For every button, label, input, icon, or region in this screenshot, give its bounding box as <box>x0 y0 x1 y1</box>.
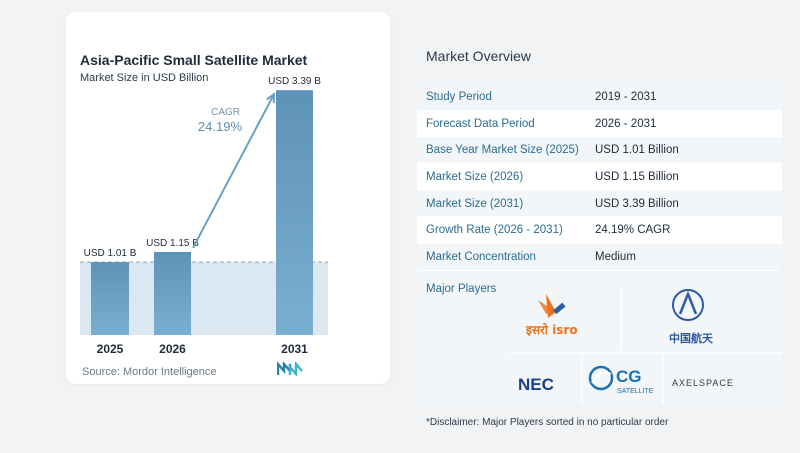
row-value: 24.19% CAGR <box>595 224 671 237</box>
overview-row: Market Size (2031) USD 3.39 Billion <box>417 190 782 218</box>
overview-row: Base Year Market Size (2025) USD 1.01 Bil… <box>417 137 782 165</box>
mordor-logo-icon <box>277 362 303 376</box>
row-label: Growth Rate (2026 - 2031) <box>426 224 563 237</box>
cagr-arrow-head <box>266 92 276 104</box>
row-value: 2019 - 2031 <box>595 90 657 103</box>
chart-title: Asia-Pacific Small Satellite Market <box>80 52 308 68</box>
disclaimer-text: *Disclaimer: Major Players sorted in no … <box>426 417 669 428</box>
row-label: Market Size (2026) <box>426 170 524 183</box>
overview-row: Forecast Data Period 2026 - 2031 <box>417 110 782 138</box>
row-value: 2026 - 2031 <box>595 117 657 130</box>
overview-row: Market Size (2026) USD 1.15 Billion <box>417 164 782 191</box>
row-value: USD 1.15 Billion <box>595 170 679 183</box>
overview-row: Growth Rate (2026 - 2031) 24.19% CAGR <box>417 217 782 245</box>
cagr-label: CAGR <box>211 107 240 118</box>
overview-table: Study Period 2019 - 2031 Forecast Data Pe… <box>417 84 782 271</box>
major-players-section: Major Players <box>417 272 782 404</box>
overview-title: Market Overview <box>426 48 532 64</box>
cagr-arrow <box>192 93 275 249</box>
row-label: Study Period <box>426 90 492 103</box>
overview-row: Market Concentration Medium <box>417 244 782 271</box>
row-label: Base Year Market Size (2025) <box>426 144 579 157</box>
overview-row: Study Period 2019 - 2031 <box>417 84 782 111</box>
bar-value-label: USD 1.15 B <box>146 238 199 249</box>
source-text: Source: Mordor Intelligence <box>82 366 217 378</box>
bar-value-label: USD 1.01 B <box>84 248 137 259</box>
bar-2026 <box>154 251 191 335</box>
bar-2025 <box>91 262 129 335</box>
bar-2031 <box>276 90 313 336</box>
cagr-value: 24.19% <box>198 119 243 134</box>
x-tick-label: 2026 <box>159 342 186 356</box>
bar-chart: USD 1.01 B 2025 USD 1.15 B 2026 USD 3.39 B 20… <box>80 76 328 356</box>
row-label: Forecast Data Period <box>426 117 535 130</box>
bar-value-label: USD 3.39 B <box>268 76 321 87</box>
row-value: USD 1.01 Billion <box>595 144 679 157</box>
row-value: USD 3.39 Billion <box>595 197 679 210</box>
row-label: Market Concentration <box>426 250 536 263</box>
x-tick-label: 2025 <box>97 342 124 356</box>
row-label: Market Size (2031) <box>426 197 524 210</box>
major-players-label: Major Players <box>426 283 497 295</box>
row-value: Medium <box>595 250 636 263</box>
x-tick-label: 2031 <box>281 342 308 356</box>
chart-subtitle: Market Size in USD Billion <box>80 72 209 84</box>
